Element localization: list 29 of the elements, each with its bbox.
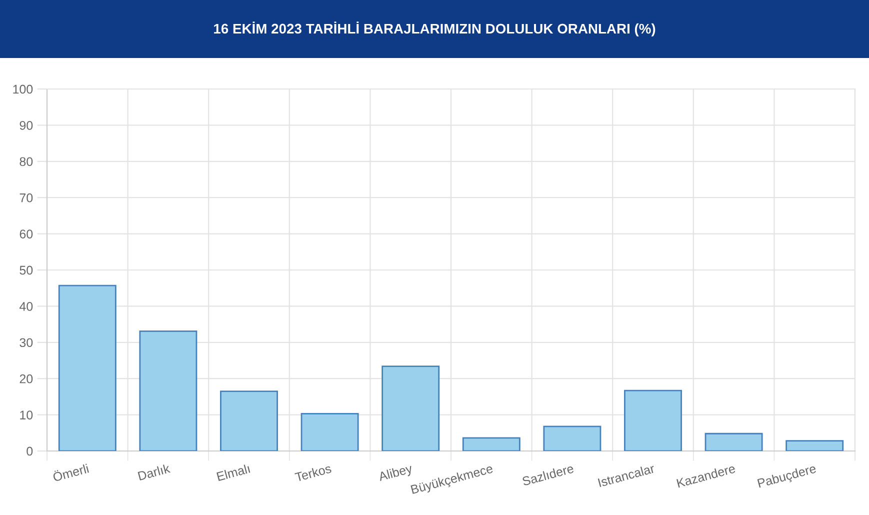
y-tick-label: 80 [20,157,33,166]
y-tick-label: 70 [20,193,33,202]
y-tick-label: 10 [20,410,33,420]
bar [139,330,198,451]
bar [786,440,844,451]
bar [462,437,520,451]
x-tick-label: Kazandere [676,464,736,488]
y-tick-label: 60 [20,230,33,238]
x-tick-label: Ömerli [52,462,89,482]
y-tick-label: 90 [20,121,33,130]
bar [704,432,763,451]
x-tick-label: Terkos [294,464,332,482]
x-tick-label: Sazlıdere [522,464,574,486]
bar [543,426,602,451]
bar [300,413,359,451]
y-tick-label: 50 [20,266,33,275]
y-tick-label: 100 [13,84,33,94]
y-tick-label: 0 [26,446,33,456]
chart-title: 16 EKİM 2023 TARİHLİ BARAJLARIMIZIN DOLULUK ORANLARI (%) [214,22,656,36]
y-tick-label: 40 [19,302,33,311]
bar [58,284,116,451]
x-tick-label: Darlık [138,463,171,481]
bar [220,390,278,451]
y-tick-label: 30 [20,338,33,348]
y-tick-label: 20 [20,374,33,384]
bar [382,366,440,451]
x-tick-label: Alibey [378,464,414,484]
bar [624,390,682,451]
x-tick-label: Elmalı [216,464,250,482]
